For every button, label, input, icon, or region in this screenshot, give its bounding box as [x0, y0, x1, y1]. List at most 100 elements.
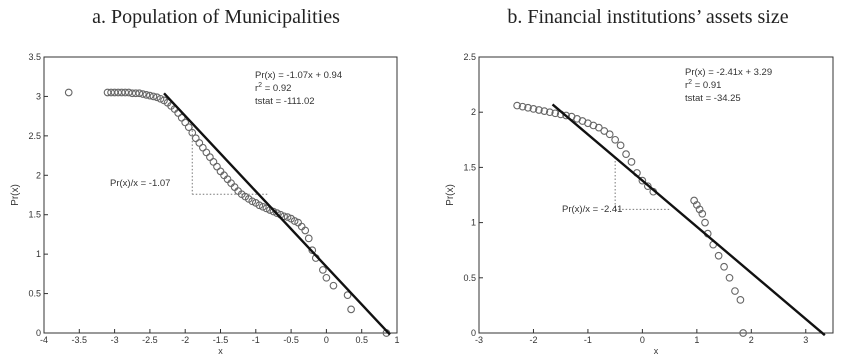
x-tick-label-a-3: -2.5 [142, 335, 158, 345]
r-squared-label-a: r2 = 0.92 [255, 82, 291, 94]
data-point-a-59 [308, 246, 317, 255]
y-tick-label-a-5: 2.5 [28, 131, 41, 141]
y-tick-label-b-4: 2 [471, 107, 476, 117]
data-point-a-63 [329, 281, 338, 290]
data-point-a-31 [209, 158, 218, 166]
y-tick-label-b-2: 1 [471, 218, 476, 228]
x-tick-label-a-9: 0.5 [355, 335, 368, 345]
y-tick-label-a-7: 3.5 [28, 52, 41, 62]
data-point-a-29 [202, 148, 211, 157]
r-squared-value-b: = 0.91 [692, 80, 721, 91]
data-point-b-6 [545, 108, 554, 117]
data-point-a-34 [220, 171, 228, 180]
data-point-b-21 [627, 158, 636, 166]
tstat-label-b: tstat = -34.25 [685, 93, 741, 104]
data-point-a-24 [184, 123, 193, 132]
y-tick-label-a-2: 1 [36, 249, 41, 259]
data-point-b-38 [739, 329, 747, 337]
r-squared-exponent-a: 2 [258, 82, 262, 89]
data-point-b-35 [725, 273, 734, 282]
data-point-a-57 [301, 226, 310, 235]
data-point-b-15 [594, 123, 603, 132]
slope-label-b: Pr(x)/x = -2.41 [562, 204, 622, 215]
y-tick-label-b-1: 0.5 [463, 273, 476, 283]
data-point-a-27 [195, 139, 204, 147]
data-point-a-10 [135, 89, 144, 98]
tstat-label-a: tstat = -111.02 [255, 96, 315, 107]
x-tick-label-a-7: -0.5 [283, 335, 299, 345]
x-tick-label-a-8: 0 [324, 335, 329, 345]
data-point-b-37 [736, 296, 745, 304]
data-point-a-49 [273, 209, 281, 217]
chart-panel-a: a. Population of Municipalities -4 -3.5 -3… [10, 6, 400, 356]
data-point-a-33 [216, 167, 225, 176]
chart-title-a: a. Population of Municipalities [92, 6, 340, 28]
data-point-b-18 [611, 135, 620, 144]
slope-label-a: Pr(x)/x = -1.07 [110, 178, 170, 189]
x-tick-label-b-1: -2 [529, 335, 537, 345]
x-tick-label-a-5: -1.5 [213, 335, 229, 345]
data-point-a-26 [191, 134, 200, 143]
data-point-b-24 [643, 182, 652, 191]
data-point-a-42 [248, 197, 257, 206]
data-point-b-3 [529, 105, 538, 113]
x-axis-label-a: x [218, 346, 223, 356]
data-point-a-35 [223, 175, 232, 184]
r-squared-label-b: r2 = 0.91 [685, 79, 721, 91]
data-point-a-61 [319, 266, 327, 274]
fit-line-a [163, 92, 391, 336]
x-tick-label-b-4: 1 [694, 335, 699, 345]
chart-title-b: b. Financial institutions’ assets size [507, 6, 789, 28]
data-point-b-16 [600, 127, 609, 135]
x-tick-label-b-2: -1 [584, 335, 592, 345]
data-point-b-9 [562, 111, 570, 120]
r-squared-value-a: = 0.92 [262, 83, 291, 94]
r-squared-symbol-a: r [255, 83, 258, 94]
x-tick-label-b-6: 3 [803, 335, 808, 345]
data-point-a-58 [304, 234, 313, 243]
data-point-a-30 [206, 153, 214, 161]
data-point-a-13 [146, 91, 154, 100]
data-point-a-15 [153, 93, 161, 102]
r-squared-symbol-b: r [685, 80, 688, 91]
x-tick-label-a-0: -4 [40, 335, 48, 345]
data-point-b-1 [518, 102, 527, 111]
data-point-b-4 [535, 106, 543, 114]
data-point-b-19 [616, 141, 625, 150]
x-tick-label-a-4: -2 [181, 335, 189, 345]
data-point-a-48 [269, 207, 278, 216]
data-point-a-0 [64, 88, 73, 97]
data-point-b-34 [720, 262, 728, 271]
y-tick-label-b-5: 2.5 [463, 52, 476, 62]
data-point-a-11 [138, 90, 147, 98]
data-point-a-28 [199, 143, 207, 152]
data-point-a-45 [259, 202, 267, 211]
data-point-b-29 [698, 209, 707, 218]
data-point-a-64 [343, 291, 352, 299]
data-point-a-23 [181, 118, 190, 127]
data-point-b-20 [622, 150, 630, 159]
data-point-a-36 [227, 179, 235, 188]
chart-svg-b: -3 -2 -1 0 1 2 3 0 0.5 1 1.5 2 2.5 Pr(x) x Pr(x) = -2.4… [445, 52, 834, 356]
data-point-a-46 [262, 204, 271, 213]
data-point-a-56 [297, 222, 306, 231]
equation-label-a: Pr(x) = -1.07x + 0.94 [255, 70, 342, 81]
x-tick-label-a-2: -3 [111, 335, 119, 345]
data-point-a-14 [149, 92, 158, 101]
y-tick-label-b-3: 1.5 [463, 162, 476, 172]
data-point-b-0 [513, 101, 521, 110]
y-axis-label-a: Pr(x) [10, 184, 21, 206]
data-point-b-23 [638, 176, 647, 185]
x-tick-label-a-6: -1 [252, 335, 260, 345]
equation-label-b: Pr(x) = -2.41x + 3.29 [685, 67, 772, 78]
chart-panel-b: b. Financial institutions’ assets size -… [432, 0, 864, 357]
data-point-a-54 [290, 217, 299, 225]
y-tick-label-a-4: 2 [36, 170, 41, 180]
data-point-a-52 [283, 213, 292, 221]
y-tick-label-a-3: 1.5 [28, 210, 41, 220]
plot-area-b [478, 56, 834, 334]
data-point-b-7 [551, 109, 560, 118]
data-point-b-2 [524, 103, 532, 112]
data-point-a-16 [156, 94, 165, 103]
y-tick-label-b-0: 0 [471, 328, 476, 338]
